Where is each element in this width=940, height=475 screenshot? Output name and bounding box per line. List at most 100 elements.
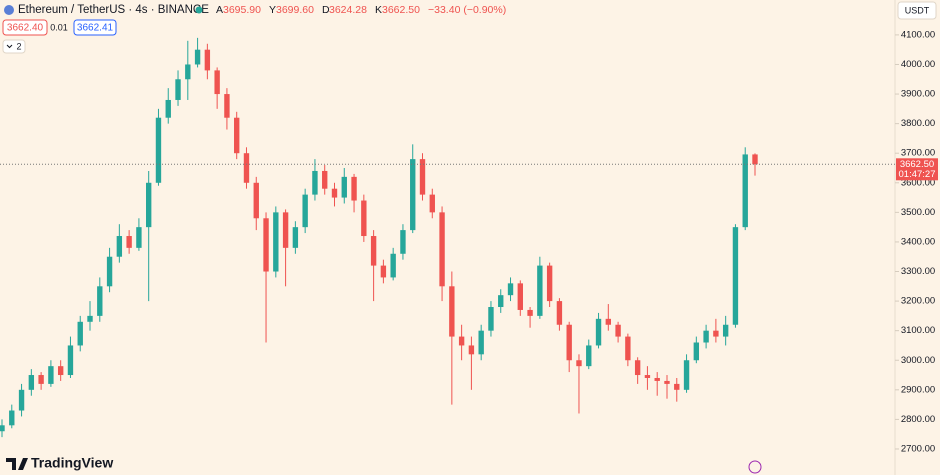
countdown: 01:47:27: [899, 169, 936, 180]
candle-body: [116, 236, 123, 257]
candle-body: [498, 295, 504, 308]
candle-body: [302, 194, 308, 228]
ohlc-value: 3699.60: [276, 4, 314, 16]
candle-body: [546, 265, 553, 302]
candle-body: [361, 200, 367, 237]
candle-body: [478, 330, 484, 355]
candle-body: [586, 345, 592, 367]
candle-body: [253, 182, 259, 219]
candle-body: [674, 383, 680, 390]
y-tick-label: 4000.00: [901, 59, 935, 70]
y-tick-label: 4100.00: [901, 29, 935, 40]
candle-body: [67, 345, 74, 376]
candle-body: [537, 265, 543, 316]
indicator-toggle[interactable]: [2, 39, 26, 54]
candle-body: [713, 330, 719, 337]
brand-name: TradingView: [31, 455, 113, 471]
chevron: [6, 44, 13, 49]
candle-body: [449, 286, 455, 337]
candle-body: [331, 188, 338, 198]
candle-body: [625, 336, 631, 361]
candle-body: [282, 212, 289, 248]
candle-body: [77, 321, 83, 346]
ask-button[interactable]: [73, 19, 117, 36]
candle-body: [312, 170, 318, 195]
flash-icon[interactable]: [748, 460, 762, 474]
y-tick-label: 3900.00: [901, 89, 935, 100]
candle-body: [165, 99, 171, 118]
brand: TradingView: [6, 455, 762, 474]
candle-body: [527, 309, 533, 316]
candle-body: [693, 342, 700, 361]
ohlc-key: A: [216, 4, 223, 16]
candle-body: [488, 307, 494, 331]
candle-body: [341, 176, 347, 198]
currency-button[interactable]: [897, 1, 937, 20]
candle-body: [185, 64, 191, 80]
candle-body: [439, 212, 445, 287]
market-status: [195, 6, 203, 14]
candle-body: [595, 318, 602, 346]
candle-body: [517, 283, 523, 310]
candle-body: [273, 212, 279, 272]
candle-body: [370, 236, 377, 266]
y-tick-label: 3500.00: [901, 207, 935, 218]
candle-body: [732, 227, 739, 325]
candle-body: [683, 360, 690, 390]
candle-body: [390, 253, 396, 278]
ohlc-value: 3662.50: [382, 4, 420, 16]
candle-body: [566, 324, 572, 361]
symbol-title: Ethereum / TetherUS · 4s · BINANCE: [18, 4, 209, 16]
candle-body: [38, 375, 44, 384]
candle-body: [654, 377, 660, 381]
y-tick-label: 2900.00: [901, 384, 935, 395]
candle-body: [97, 286, 103, 316]
candle-body: [410, 159, 416, 231]
ohlc-key: K: [375, 4, 382, 16]
candle-body: [664, 380, 670, 384]
candle-body: [576, 360, 582, 367]
candle-body: [322, 170, 328, 189]
candle-body: [48, 366, 54, 384]
candle-body: [204, 49, 211, 71]
candle-body: [194, 49, 201, 65]
indicator-count: 2: [16, 41, 21, 51]
ohlc-value: 3695.90: [223, 4, 261, 16]
candle-body: [292, 227, 299, 248]
bid-price: 3662.40: [7, 23, 44, 34]
candle-body: [458, 336, 465, 346]
candle-body: [175, 79, 181, 100]
ohlc-key: D: [322, 4, 330, 16]
candle-body: [556, 301, 563, 325]
y-tick-label: 3000.00: [901, 355, 935, 366]
candle-body: [145, 182, 152, 228]
y-tick-label: 3800.00: [901, 118, 935, 129]
bid-button[interactable]: [2, 19, 48, 36]
spread: 0.01: [50, 22, 68, 32]
toolbar: 3662.40 0.01 3662.41 2 USDT: [2, 1, 937, 54]
candle-body: [263, 218, 269, 272]
candle-body: [9, 410, 15, 426]
candle-body: [0, 425, 5, 432]
candle-body: [429, 194, 435, 213]
y-tick-label: 3400.00: [901, 236, 935, 247]
candle-body: [214, 70, 220, 95]
candle-body: [155, 117, 162, 183]
price-tag-value: 3662.50: [900, 159, 934, 170]
ask-price: 3662.41: [77, 23, 114, 34]
ohlc-value: 3624.28: [329, 4, 367, 16]
candle-body: [722, 324, 729, 337]
currency: USDT: [905, 5, 930, 15]
candle-body: [644, 375, 651, 378]
candle-body: [106, 256, 113, 287]
candle-body: [126, 236, 132, 248]
candle-body: [234, 117, 240, 154]
candle-body: [224, 94, 230, 118]
y-tick-label: 2800.00: [901, 414, 935, 425]
candle-body: [419, 159, 426, 195]
brand-logo: [6, 458, 28, 470]
candle-body: [380, 265, 387, 278]
y-tick-label: 2700.00: [901, 443, 935, 454]
